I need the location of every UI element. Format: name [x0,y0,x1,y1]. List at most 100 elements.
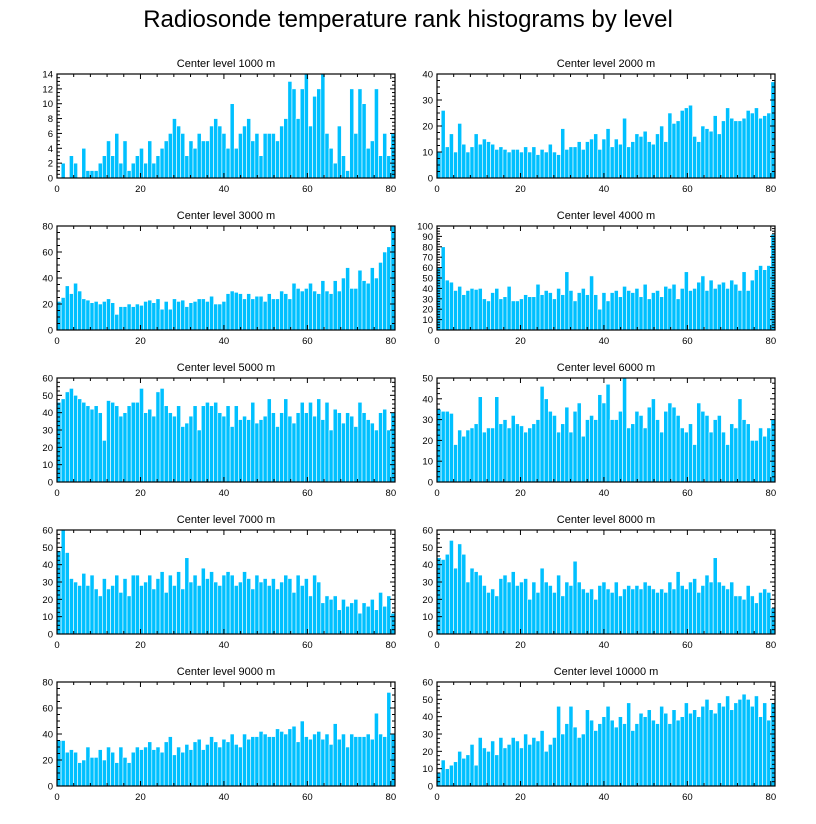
histogram-bar [60,398,66,483]
histogram-bar [729,117,735,179]
histogram-bar [535,283,541,331]
histogram-bar [589,588,594,635]
histogram-bar [770,702,776,787]
histogram-bar [151,415,157,483]
histogram-bar [585,294,590,331]
histogram-bar [386,692,392,787]
histogram-bar [651,398,656,483]
histogram-bar [345,412,350,483]
y-tick-label: 30 [422,415,433,426]
histogram-bar [357,401,363,483]
histogram-bar [258,155,264,179]
histogram-bar [361,103,367,179]
histogram-bar [440,410,446,483]
histogram-bar [369,422,375,483]
histogram-bar [271,736,276,787]
histogram-bar [89,302,95,331]
histogram-bar [69,578,74,635]
histogram-bar [684,271,689,331]
histogram-bar [585,592,590,635]
histogram-bar [642,130,648,179]
histogram-bar [147,140,153,179]
histogram-bar [436,771,442,787]
histogram-bar [349,733,355,787]
histogram-bar [172,415,177,483]
histogram-bar [704,415,710,483]
histogram-bar [708,431,714,483]
histogram-bar [295,574,301,635]
histogram-bar [622,377,627,483]
histogram-bar [502,296,508,331]
histogram-bar [341,155,346,179]
histogram-bar [576,292,582,331]
histogram-bar [729,709,735,787]
y-tick-label: 80 [422,242,433,253]
histogram-bar [646,709,652,787]
histogram-bar [482,431,487,483]
y-tick-label: 10 [422,457,433,468]
histogram-bar [576,141,582,179]
histogram-bar [684,107,689,179]
histogram-bar [221,574,227,635]
histogram-bar [547,143,553,179]
histogram-bar [741,693,747,787]
histogram-bar [543,398,549,483]
histogram-bar [453,567,458,635]
histogram-bar [716,581,722,635]
histogram-bar [135,303,140,331]
y-tick-label: 20 [422,436,433,447]
histogram-bar [349,88,355,179]
histogram-bar [519,581,524,635]
histogram-bar [122,578,128,635]
histogram-bar [353,133,359,179]
y-tick-label: 0 [428,326,433,337]
histogram-bar [523,733,528,787]
histogram-bar [378,262,383,331]
histogram-bar [188,140,194,179]
histogram-bar [316,581,322,635]
histogram-bar [167,133,173,179]
y-tick-label: 10 [42,460,53,471]
histogram-bar [361,602,367,635]
histogram-bar [646,406,652,483]
histogram-bar [382,605,388,635]
histogram-bar [266,133,272,179]
histogram-bar [328,599,334,635]
histogram-bar [217,412,223,483]
histogram-bar [114,133,120,179]
x-tick-label: 20 [135,184,146,195]
panel-title: Center level 3000 m [177,210,275,222]
histogram-bar [246,118,252,179]
histogram-bar [646,141,652,179]
histogram-bar [737,290,743,331]
x-tick-label: 40 [219,184,230,195]
y-tick-label: 0 [428,174,433,185]
histogram-bar [527,151,533,179]
histogram-bar [679,585,685,635]
histogram-bar [205,301,210,331]
histogram-bar [374,88,379,179]
histogram-bar [106,140,111,179]
histogram-bar [221,415,227,483]
histogram-bar [155,578,161,635]
histogram-bar [357,269,363,331]
histogram-bar [630,588,636,635]
histogram-bar [486,592,491,635]
histogram-bar [696,141,702,179]
histogram-bar [473,571,479,635]
histogram-bar [762,435,768,483]
histogram-bar [671,123,677,179]
histogram-bar [597,585,603,635]
histogram-bar [225,293,231,331]
histogram-bar [114,762,120,787]
panel-title: Center level 8000 m [557,514,655,526]
histogram-bar [634,133,640,179]
histogram-bar [246,738,252,787]
histogram-bar [299,585,305,635]
histogram-bar [378,733,383,787]
histogram-bar [605,383,611,483]
histogram-bar [229,574,235,635]
histogram-bar [770,81,776,179]
histogram-bar [453,290,458,331]
x-tick-label: 60 [302,336,313,347]
